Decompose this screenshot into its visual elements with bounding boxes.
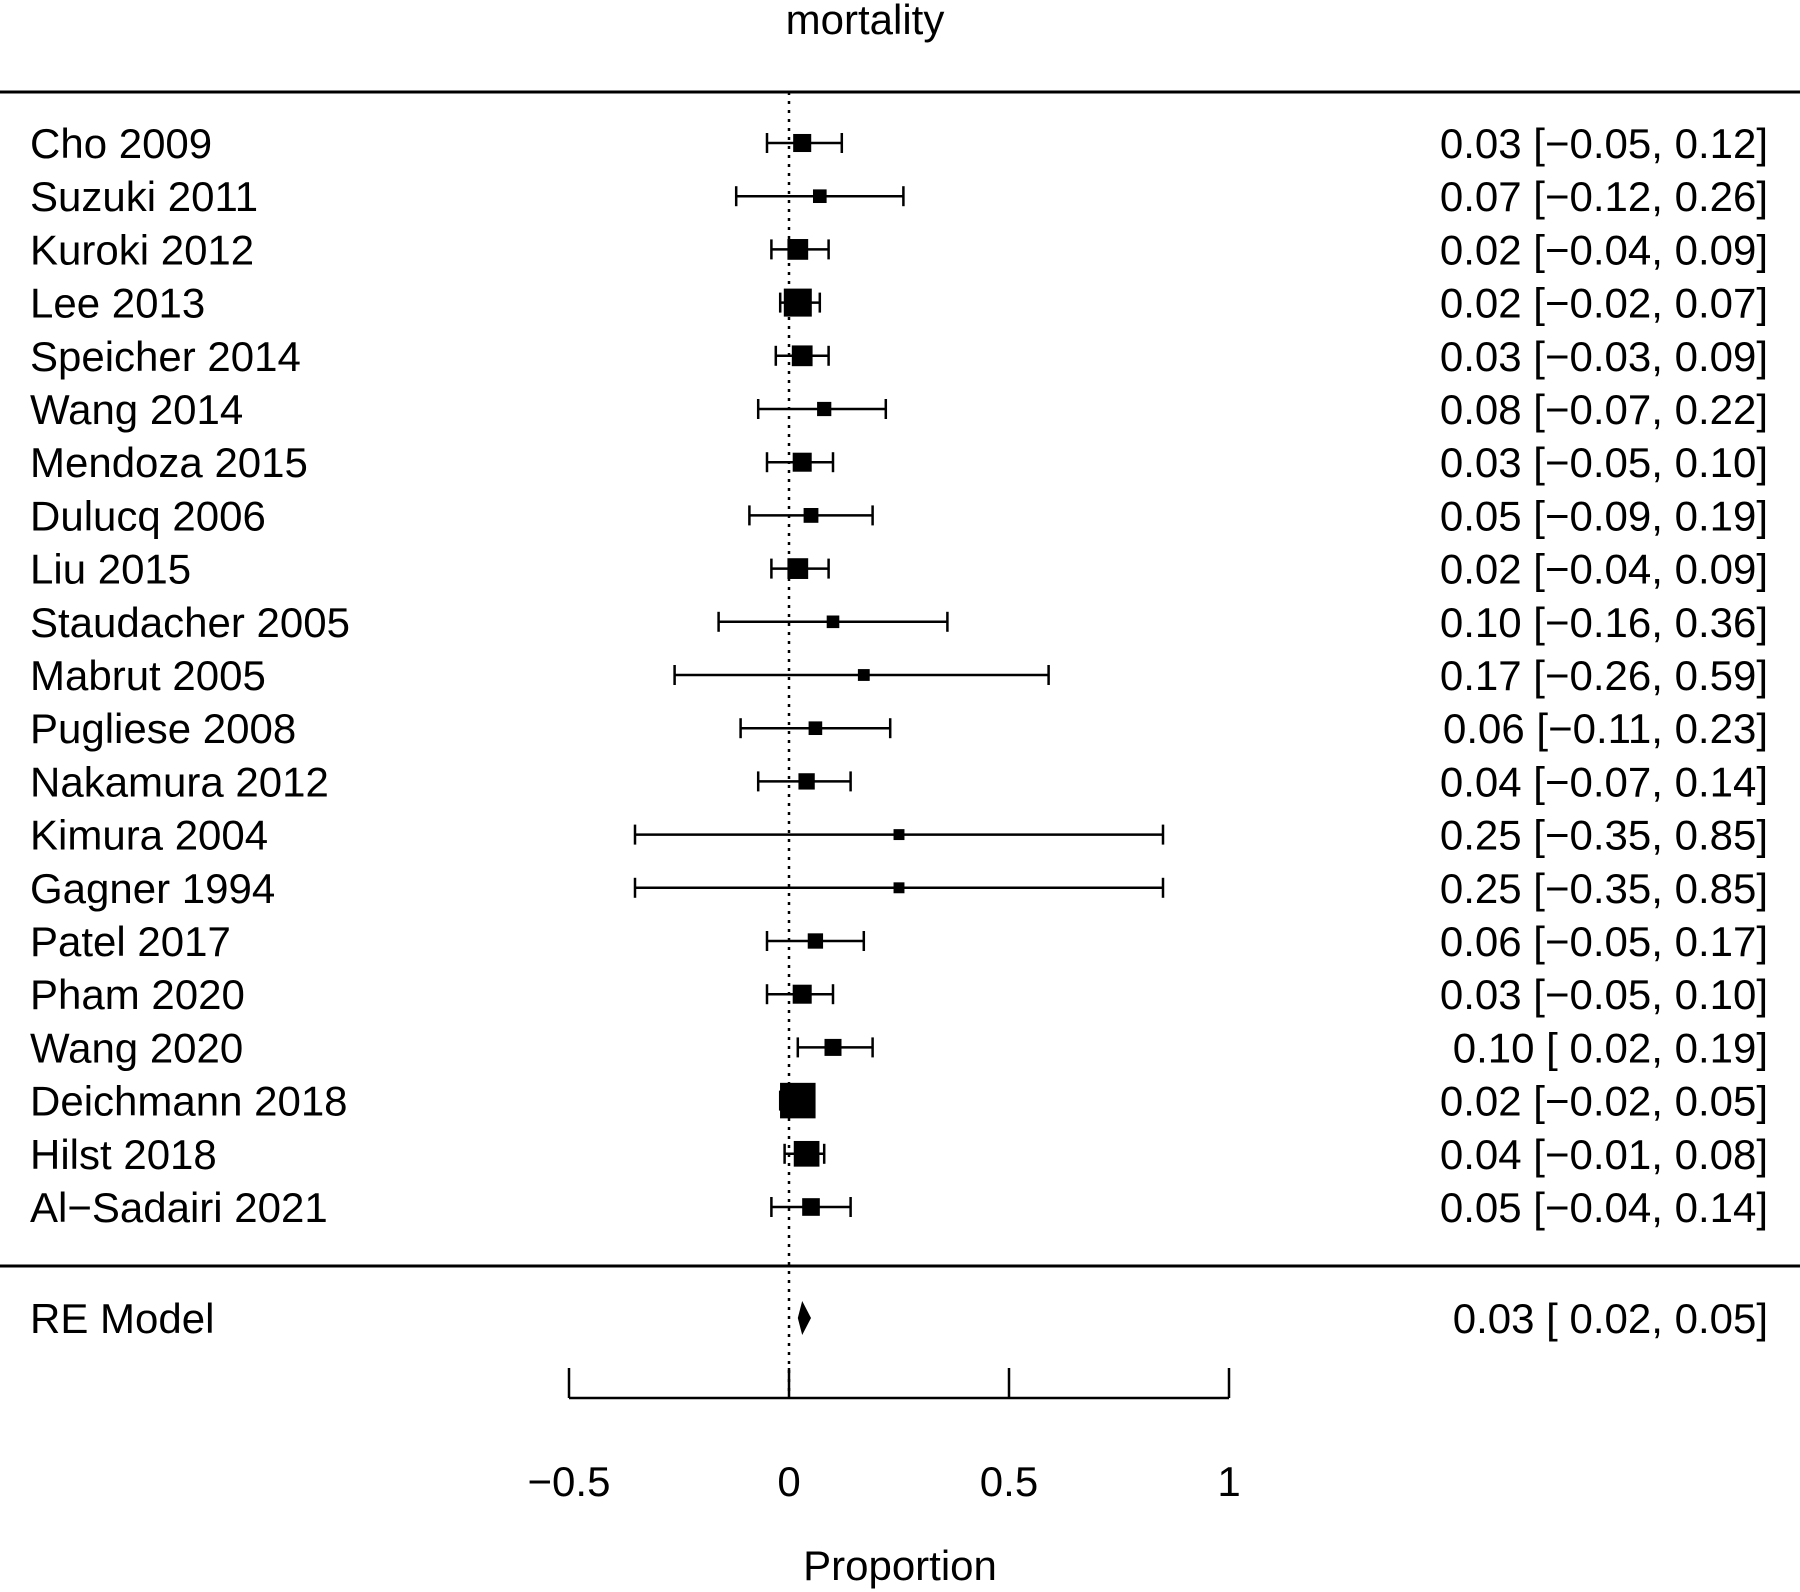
x-axis-label: Proportion <box>803 1542 997 1589</box>
point-estimate <box>857 669 870 681</box>
estimate-label: 0.02 [−0.02, 0.07] <box>1440 280 1768 327</box>
study-name: Kimura 2004 <box>30 812 268 859</box>
point-estimate <box>893 882 905 894</box>
study-row: Al−Sadairi 2021 0.05 [−0.04, 0.14] <box>30 1184 1768 1231</box>
estimate-label: 0.02 [−0.04, 0.09] <box>1440 546 1768 593</box>
estimate-label: 0.04 [−0.01, 0.08] <box>1440 1131 1768 1178</box>
study-name: Liu 2015 <box>30 546 191 593</box>
study-name: Staudacher 2005 <box>30 599 350 646</box>
study-name: Nakamura 2012 <box>30 758 329 805</box>
study-name: Gagner 1994 <box>30 865 275 912</box>
estimate-label: 0.06 [−0.05, 0.17] <box>1440 918 1768 965</box>
x-tick-label: 0.5 <box>980 1458 1038 1505</box>
estimate-label: 0.04 [−0.07, 0.14] <box>1440 758 1768 805</box>
study-name: Hilst 2018 <box>30 1131 217 1178</box>
summary-diamond <box>797 1301 811 1335</box>
point-estimate <box>792 452 812 472</box>
estimate-label: 0.05 [−0.04, 0.14] <box>1440 1184 1768 1231</box>
study-row: Mendoza 2015 0.03 [−0.05, 0.10] <box>30 439 1768 486</box>
point-estimate <box>893 829 905 841</box>
study-row: Deichmann 2018 0.02 [−0.02, 0.05] <box>30 1078 1768 1125</box>
point-estimate <box>803 508 819 523</box>
study-name: Pugliese 2008 <box>30 705 296 752</box>
study-name: Wang 2020 <box>30 1024 243 1071</box>
study-name: Kuroki 2012 <box>30 226 254 273</box>
study-row: Lee 2013 0.02 [−0.02, 0.07] <box>30 280 1768 327</box>
study-name: Al−Sadairi 2021 <box>30 1184 328 1231</box>
study-name: Cho 2009 <box>30 120 212 167</box>
estimate-label: 0.03 [−0.05, 0.10] <box>1440 971 1768 1018</box>
estimate-label: 0.06 [−0.11, 0.23] <box>1443 705 1768 752</box>
study-name: Lee 2013 <box>30 280 205 327</box>
point-estimate <box>798 773 815 790</box>
estimate-label: 0.25 [−0.35, 0.85] <box>1440 812 1768 859</box>
study-row: Hilst 2018 0.04 [−0.01, 0.08] <box>30 1131 1768 1178</box>
point-estimate <box>817 401 832 417</box>
study-name: Patel 2017 <box>30 918 231 965</box>
study-name: Dulucq 2006 <box>30 492 266 539</box>
estimate-label: 0.07 [−0.12, 0.26] <box>1440 173 1768 220</box>
estimate-label: 0.03 [−0.05, 0.10] <box>1440 439 1768 486</box>
summary-row: RE Model 0.03 [ 0.02, 0.05] <box>30 1295 1768 1342</box>
estimate-label: 0.10 [ 0.02, 0.19] <box>1453 1024 1768 1071</box>
study-name: Suzuki 2011 <box>30 173 258 220</box>
estimate-label: 0.02 [−0.04, 0.09] <box>1440 226 1768 273</box>
estimate-label: 0.25 [−0.35, 0.85] <box>1440 865 1768 912</box>
point-estimate <box>812 189 827 204</box>
point-estimate <box>783 288 812 317</box>
study-row: Suzuki 2011 0.07 [−0.12, 0.26] <box>30 173 1768 220</box>
point-estimate <box>808 721 823 736</box>
study-row: Kuroki 2012 0.02 [−0.04, 0.09] <box>30 226 1768 273</box>
x-tick-label: 0 <box>777 1458 800 1505</box>
study-name: Pham 2020 <box>30 971 245 1018</box>
study-row: Dulucq 2006 0.05 [−0.09, 0.19] <box>30 492 1768 539</box>
point-estimate <box>787 558 809 579</box>
study-name: Mendoza 2015 <box>30 439 308 486</box>
study-row: Mabrut 2005 0.17 [−0.26, 0.59] <box>30 652 1768 699</box>
point-estimate <box>792 984 812 1004</box>
estimate-label: 0.08 [−0.07, 0.22] <box>1440 386 1768 433</box>
study-name: Deichmann 2018 <box>30 1078 348 1125</box>
point-estimate <box>802 1198 820 1216</box>
study-rows: Cho 2009 0.03 [−0.05, 0.12] Suzuki 2011 0.0… <box>30 120 1768 1231</box>
point-estimate <box>824 1038 842 1056</box>
estimate-label: 0.03 [−0.03, 0.09] <box>1440 333 1768 380</box>
study-row: Wang 2014 0.08 [−0.07, 0.22] <box>30 386 1768 433</box>
estimate-label: 0.03 [−0.05, 0.12] <box>1440 120 1768 167</box>
point-estimate <box>807 933 824 949</box>
x-tick-label: 1 <box>1217 1458 1240 1505</box>
study-row: Cho 2009 0.03 [−0.05, 0.12] <box>30 120 1768 167</box>
study-row: Staudacher 2005 0.10 [−0.16, 0.36] <box>30 599 1768 646</box>
study-name: Wang 2014 <box>30 386 243 433</box>
study-name: Speicher 2014 <box>30 333 301 380</box>
summary-estimate-label: 0.03 [ 0.02, 0.05] <box>1453 1295 1768 1342</box>
estimate-label: 0.02 [−0.02, 0.05] <box>1440 1078 1768 1125</box>
point-estimate <box>791 345 813 367</box>
point-estimate <box>780 1082 816 1119</box>
study-row: Gagner 1994 0.25 [−0.35, 0.85] <box>30 865 1768 912</box>
estimate-label: 0.17 [−0.26, 0.59] <box>1440 652 1768 699</box>
point-estimate <box>793 133 812 153</box>
point-estimate <box>793 1140 820 1167</box>
study-row: Speicher 2014 0.03 [−0.03, 0.09] <box>30 333 1768 380</box>
study-row: Wang 2020 0.10 [ 0.02, 0.19] <box>30 1024 1768 1071</box>
study-row: Nakamura 2012 0.04 [−0.07, 0.14] <box>30 758 1768 805</box>
point-estimate <box>826 615 840 629</box>
chart-title: mortality <box>786 0 945 43</box>
summary-name: RE Model <box>30 1295 214 1342</box>
estimate-label: 0.05 [−0.09, 0.19] <box>1440 492 1768 539</box>
x-axis: −0.5 0 0.5 1 <box>528 1368 1241 1505</box>
study-row: Pugliese 2008 0.06 [−0.11, 0.23] <box>30 705 1768 752</box>
point-estimate <box>787 239 809 260</box>
study-row: Liu 2015 0.02 [−0.04, 0.09] <box>30 546 1768 593</box>
estimate-label: 0.10 [−0.16, 0.36] <box>1440 599 1768 646</box>
x-tick-label: −0.5 <box>528 1458 611 1505</box>
study-row: Patel 2017 0.06 [−0.05, 0.17] <box>30 918 1768 965</box>
study-row: Pham 2020 0.03 [−0.05, 0.10] <box>30 971 1768 1018</box>
study-row: Kimura 2004 0.25 [−0.35, 0.85] <box>30 812 1768 859</box>
study-name: Mabrut 2005 <box>30 652 266 699</box>
